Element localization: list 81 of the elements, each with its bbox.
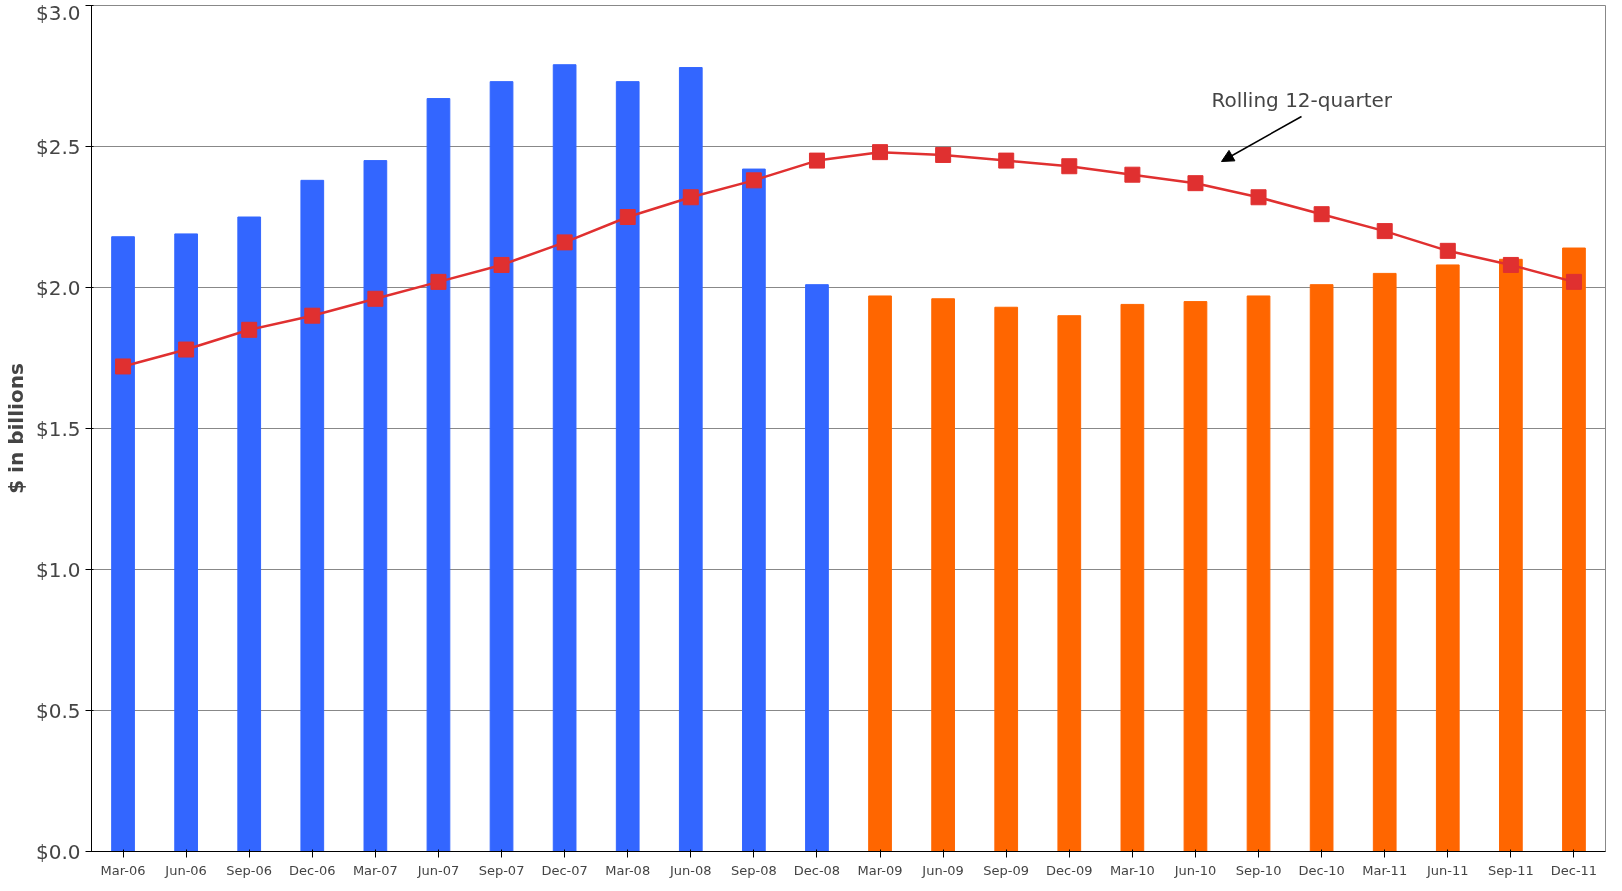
x-tick-label: Dec-06 bbox=[289, 862, 336, 878]
point bbox=[682, 189, 699, 206]
point bbox=[745, 172, 762, 189]
bar bbox=[552, 64, 577, 852]
point bbox=[1502, 256, 1519, 273]
point bbox=[367, 290, 384, 307]
bar bbox=[931, 298, 955, 852]
y-tick-label: $1.5 bbox=[35, 416, 81, 441]
bar bbox=[1562, 247, 1586, 852]
point bbox=[1313, 206, 1330, 223]
x-tick-label: Mar-06 bbox=[100, 862, 146, 878]
bar bbox=[868, 295, 892, 852]
x-tick-label: Jun-09 bbox=[921, 862, 964, 878]
bar bbox=[111, 236, 135, 852]
x-tick-label: Jun-11 bbox=[1426, 862, 1469, 878]
x-tick-label: Mar-07 bbox=[352, 862, 398, 878]
bar bbox=[742, 168, 766, 852]
bar bbox=[174, 233, 198, 852]
x-tick-label: Dec-11 bbox=[1550, 862, 1598, 878]
y-tick-label: $0.5 bbox=[35, 698, 81, 723]
y-tick-label: $2.0 bbox=[35, 275, 81, 300]
bar bbox=[1499, 258, 1523, 852]
point bbox=[1124, 166, 1141, 183]
point bbox=[1061, 158, 1078, 175]
point bbox=[178, 341, 195, 358]
x-tick-label: Jun-06 bbox=[164, 862, 207, 878]
x-tick-label: Jun-08 bbox=[669, 862, 712, 878]
point bbox=[241, 321, 258, 338]
y-tick-label: $2.5 bbox=[35, 134, 81, 159]
bar bbox=[994, 306, 1019, 852]
y-tick-label: $0.0 bbox=[35, 839, 81, 864]
point bbox=[115, 358, 132, 375]
x-tick-label: Dec-10 bbox=[1298, 862, 1345, 878]
x-tick-label: Mar-09 bbox=[857, 862, 903, 878]
x-tick-label: Jun-10 bbox=[1173, 862, 1217, 878]
annotation: Rolling 12-quarter bbox=[1211, 87, 1393, 112]
point bbox=[998, 152, 1015, 169]
y-axis-title: $ in billions bbox=[3, 363, 28, 494]
point bbox=[1250, 189, 1267, 206]
bar bbox=[1246, 295, 1271, 852]
point bbox=[556, 234, 573, 251]
bar bbox=[426, 98, 451, 852]
x-tick-label: Dec-07 bbox=[541, 862, 588, 878]
x-tick-label: Sep-07 bbox=[478, 862, 525, 878]
x-tick-label: Jun-07 bbox=[416, 862, 460, 878]
x-tick-label: Dec-09 bbox=[1046, 862, 1093, 878]
point bbox=[1439, 242, 1456, 259]
point bbox=[304, 307, 321, 324]
point bbox=[1565, 273, 1582, 290]
point bbox=[430, 273, 447, 290]
bar bbox=[615, 81, 640, 852]
bar bbox=[1120, 303, 1145, 852]
point bbox=[619, 209, 636, 225]
point bbox=[1187, 175, 1204, 192]
x-tick-label: Mar-08 bbox=[605, 862, 651, 878]
point bbox=[935, 146, 952, 163]
x-tick-label: Mar-11 bbox=[1362, 862, 1408, 878]
y-tick-label: $3.0 bbox=[35, 0, 81, 25]
point bbox=[493, 256, 510, 273]
bar bbox=[678, 67, 703, 852]
x-tick-label: Sep-06 bbox=[226, 862, 273, 878]
bar bbox=[1057, 315, 1082, 852]
x-tick-label: Sep-11 bbox=[1488, 862, 1534, 878]
bar bbox=[1435, 264, 1460, 852]
bar bbox=[1372, 272, 1397, 852]
bar bbox=[363, 160, 388, 852]
bar bbox=[1183, 301, 1208, 852]
x-tick-label: Dec-08 bbox=[793, 862, 841, 878]
x-tick-label: Sep-08 bbox=[731, 862, 777, 878]
bar bbox=[489, 81, 514, 852]
x-tick-label: Mar-10 bbox=[1109, 862, 1155, 878]
x-tick-label: Sep-09 bbox=[983, 862, 1030, 878]
bar bbox=[300, 179, 325, 852]
point bbox=[808, 152, 825, 169]
bar bbox=[805, 284, 829, 852]
point bbox=[872, 144, 889, 161]
bar bbox=[237, 216, 262, 852]
bar bbox=[1309, 284, 1334, 852]
point bbox=[1376, 223, 1393, 240]
y-tick-label: $1.0 bbox=[35, 557, 81, 582]
x-tick-label: Sep-10 bbox=[1235, 862, 1282, 878]
